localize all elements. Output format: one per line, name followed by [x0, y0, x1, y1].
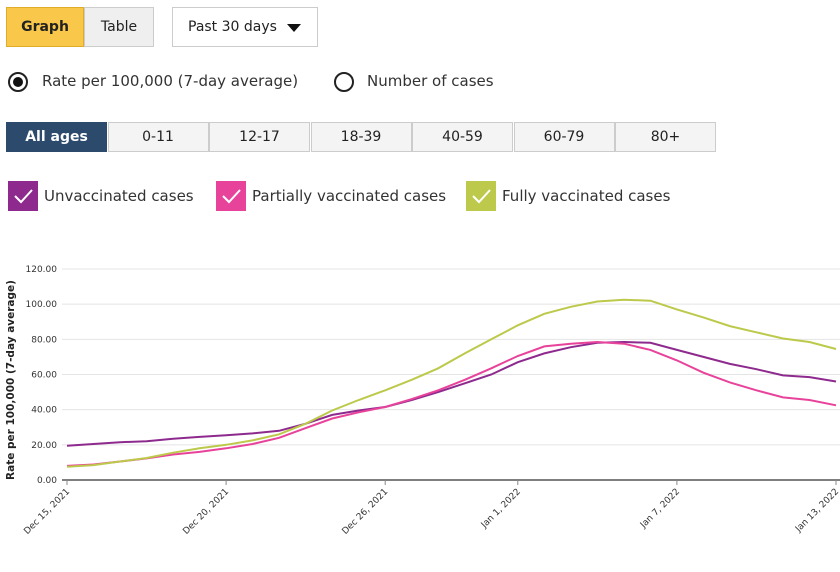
age-tab[interactable]: 18-39 [310, 122, 412, 152]
radio-label: Rate per 100,000 (7-day average) [42, 72, 299, 90]
age-tab[interactable]: 12-17 [209, 122, 310, 152]
series-line [66, 340, 837, 467]
check-icon [222, 189, 241, 204]
x-tick-label: Jan 7, 2022 [638, 487, 682, 531]
series-line [66, 298, 837, 468]
x-tick-label: Jan 13, 2022 [793, 487, 840, 535]
y-tick-label: 80.00 [31, 335, 57, 345]
y-tick-label: 0.00 [37, 476, 57, 486]
age-tab[interactable]: 80+ [615, 122, 716, 152]
radio-rate[interactable] [8, 72, 28, 92]
age-tab[interactable]: 0-11 [107, 122, 209, 152]
radio-count[interactable] [334, 72, 354, 92]
y-tick-label: 60.00 [31, 371, 57, 381]
legend-checkbox[interactable] [8, 181, 38, 211]
legend-label: Unvaccinated cases [44, 187, 194, 205]
x-tick-label: Dec 15, 2021 [22, 487, 72, 537]
x-tick-label: Dec 20, 2021 [181, 487, 231, 537]
age-tab[interactable]: All ages [6, 122, 107, 152]
x-tick-label: Jan 1, 2022 [479, 487, 523, 531]
x-tick-label: Dec 26, 2021 [341, 487, 391, 537]
age-tab[interactable]: 40-59 [412, 122, 513, 152]
legend-label: Fully vaccinated cases [502, 187, 671, 205]
y-tick-label: 100.00 [26, 300, 58, 310]
legend-checkbox[interactable] [466, 181, 496, 211]
check-icon [14, 189, 33, 204]
y-axis-title: Rate per 100,000 (7-day average) [5, 280, 17, 480]
legend-checkbox[interactable] [216, 181, 246, 211]
graph-button[interactable]: Graph [6, 7, 84, 47]
radio-label: Number of cases [367, 72, 494, 90]
y-tick-label: 120.00 [26, 265, 58, 275]
chart: Rate per 100,000 (7-day average) 0.00 20.… [5, 265, 840, 537]
legend-label: Partially vaccinated cases [252, 187, 447, 205]
y-tick-label: 20.00 [31, 441, 57, 451]
series-line [66, 340, 837, 447]
dropdown-arrow [287, 24, 301, 32]
age-tab[interactable]: 60-79 [513, 122, 615, 152]
check-icon [472, 189, 491, 204]
period-dropdown[interactable]: Past 30 days [172, 7, 318, 47]
table-button[interactable]: Table [84, 7, 154, 47]
y-tick-label: 40.00 [31, 406, 57, 416]
period-text: Past 30 days [188, 19, 277, 35]
